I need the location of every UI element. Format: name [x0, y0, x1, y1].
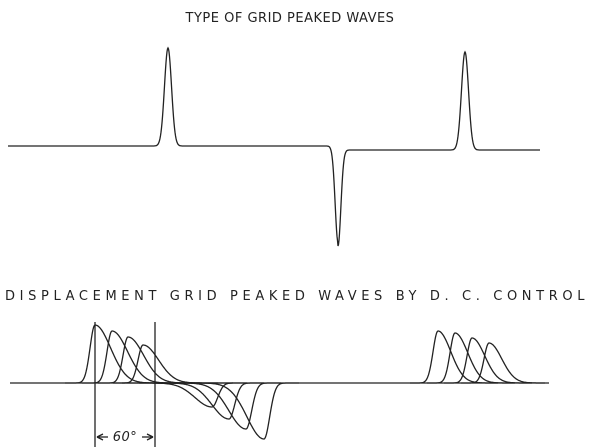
displaced-wave [427, 332, 515, 384]
displaced-wave [174, 382, 299, 440]
displaced-wave [444, 337, 532, 384]
displaced-wave [410, 330, 498, 384]
angle-label: 60° [113, 430, 138, 445]
displaced-wave [82, 330, 202, 384]
displaced-wave [461, 342, 549, 384]
grid-wave [8, 46, 540, 247]
displaced-wave [113, 344, 233, 384]
title: TYPE OF GRID PEAKED WAVES [185, 11, 395, 26]
displaced-wave [65, 324, 185, 384]
displaced-wave [156, 382, 281, 430]
subtitle: DISPLACEMENT GRID PEAKED WAVES BY D. C. … [5, 289, 585, 304]
arrow-heads [96, 433, 154, 441]
displaced-wave [122, 382, 247, 408]
